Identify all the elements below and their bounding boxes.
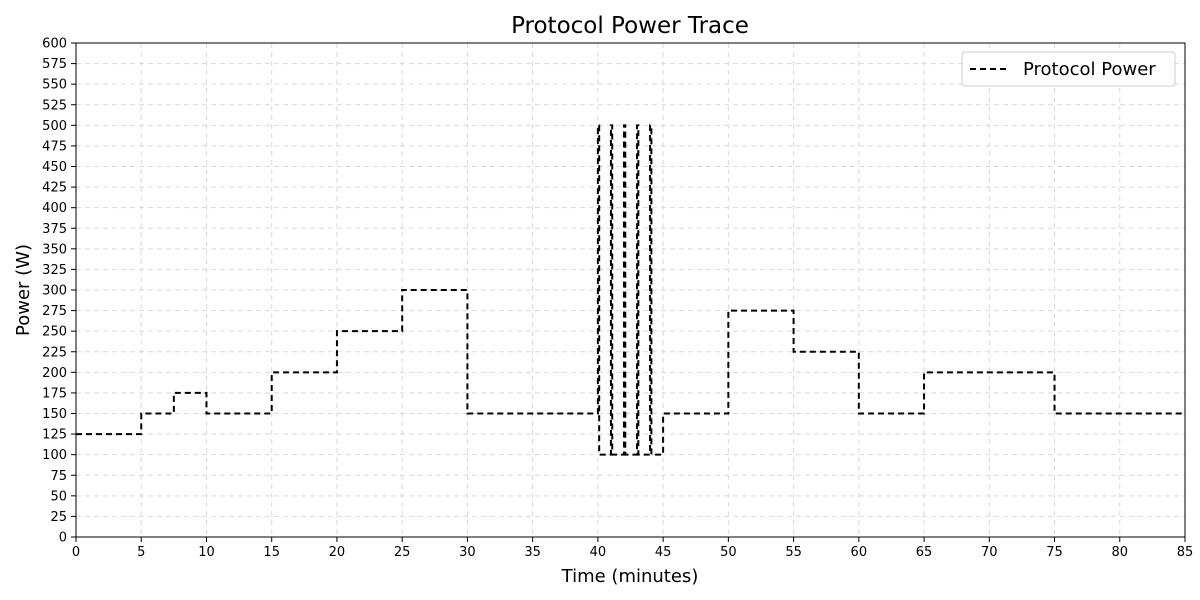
y-tick-label: 525 — [42, 98, 67, 113]
x-tick-label: 45 — [655, 545, 672, 560]
chart-title: Protocol Power Trace — [511, 13, 749, 39]
x-tick-label: 75 — [1046, 545, 1063, 560]
y-tick-label: 575 — [42, 57, 67, 72]
y-tick-label: 550 — [42, 78, 67, 93]
y-tick-label: 600 — [42, 37, 67, 52]
y-tick-label: 100 — [42, 448, 67, 463]
series-line-protocol-power — [76, 124, 1185, 456]
x-tick-label: 70 — [981, 545, 998, 560]
y-tick-label: 75 — [50, 469, 67, 484]
x-tick-label: 85 — [1177, 545, 1194, 560]
x-tick-label: 80 — [1111, 545, 1128, 560]
x-axis-label: Time (minutes) — [561, 566, 699, 587]
x-tick-label: 65 — [916, 545, 933, 560]
y-tick-label: 250 — [42, 325, 67, 340]
x-tick-label: 20 — [329, 545, 346, 560]
y-tick-label: 125 — [42, 428, 67, 443]
y-tick-label: 300 — [42, 284, 67, 299]
series-layer — [76, 124, 1185, 456]
y-tick-label: 50 — [50, 489, 67, 504]
x-tick-label: 10 — [198, 545, 215, 560]
grid — [75, 42, 1186, 538]
x-axis: 0 5 10 15 20 25 30 35 40 45 50 55 60 65 70 75 80 85 — [72, 537, 1193, 560]
y-axis-label: Power (W) — [13, 244, 34, 336]
y-tick-label: 0 — [59, 531, 67, 546]
y-tick-label: 150 — [42, 407, 67, 422]
y-tick-label: 475 — [42, 139, 67, 154]
y-tick-label: 325 — [42, 263, 67, 278]
x-tick-label: 25 — [394, 545, 411, 560]
y-tick-label: 225 — [42, 345, 67, 360]
y-tick-label: 500 — [42, 119, 67, 134]
y-tick-label: 25 — [50, 510, 67, 525]
x-tick-label: 40 — [590, 545, 607, 560]
y-tick-label: 400 — [42, 201, 67, 216]
y-tick-label: 425 — [42, 181, 67, 196]
legend-box — [961, 51, 1176, 87]
y-tick-label: 350 — [42, 242, 67, 257]
x-tick-label: 35 — [524, 545, 541, 560]
y-tick-label: 375 — [42, 222, 67, 237]
y-tick-label: 275 — [42, 304, 67, 319]
x-tick-label: 55 — [785, 545, 802, 560]
x-tick-label: 15 — [263, 545, 280, 560]
x-tick-label: 0 — [72, 545, 80, 560]
x-tick-label: 30 — [459, 545, 476, 560]
y-tick-label: 175 — [42, 386, 67, 401]
y-tick-label: 200 — [42, 366, 67, 381]
y-axis: 0 25 50 75 100 125 150 175 200 225 250 275 300 325 350… — [42, 37, 76, 546]
legend: Protocol Power — [961, 51, 1176, 87]
x-tick-label: 5 — [137, 545, 145, 560]
y-tick-label: 450 — [42, 160, 67, 175]
x-tick-label: 60 — [851, 545, 868, 560]
x-tick-label: 50 — [720, 545, 737, 560]
legend-entry-protocol-power: Protocol Power — [1023, 59, 1156, 80]
